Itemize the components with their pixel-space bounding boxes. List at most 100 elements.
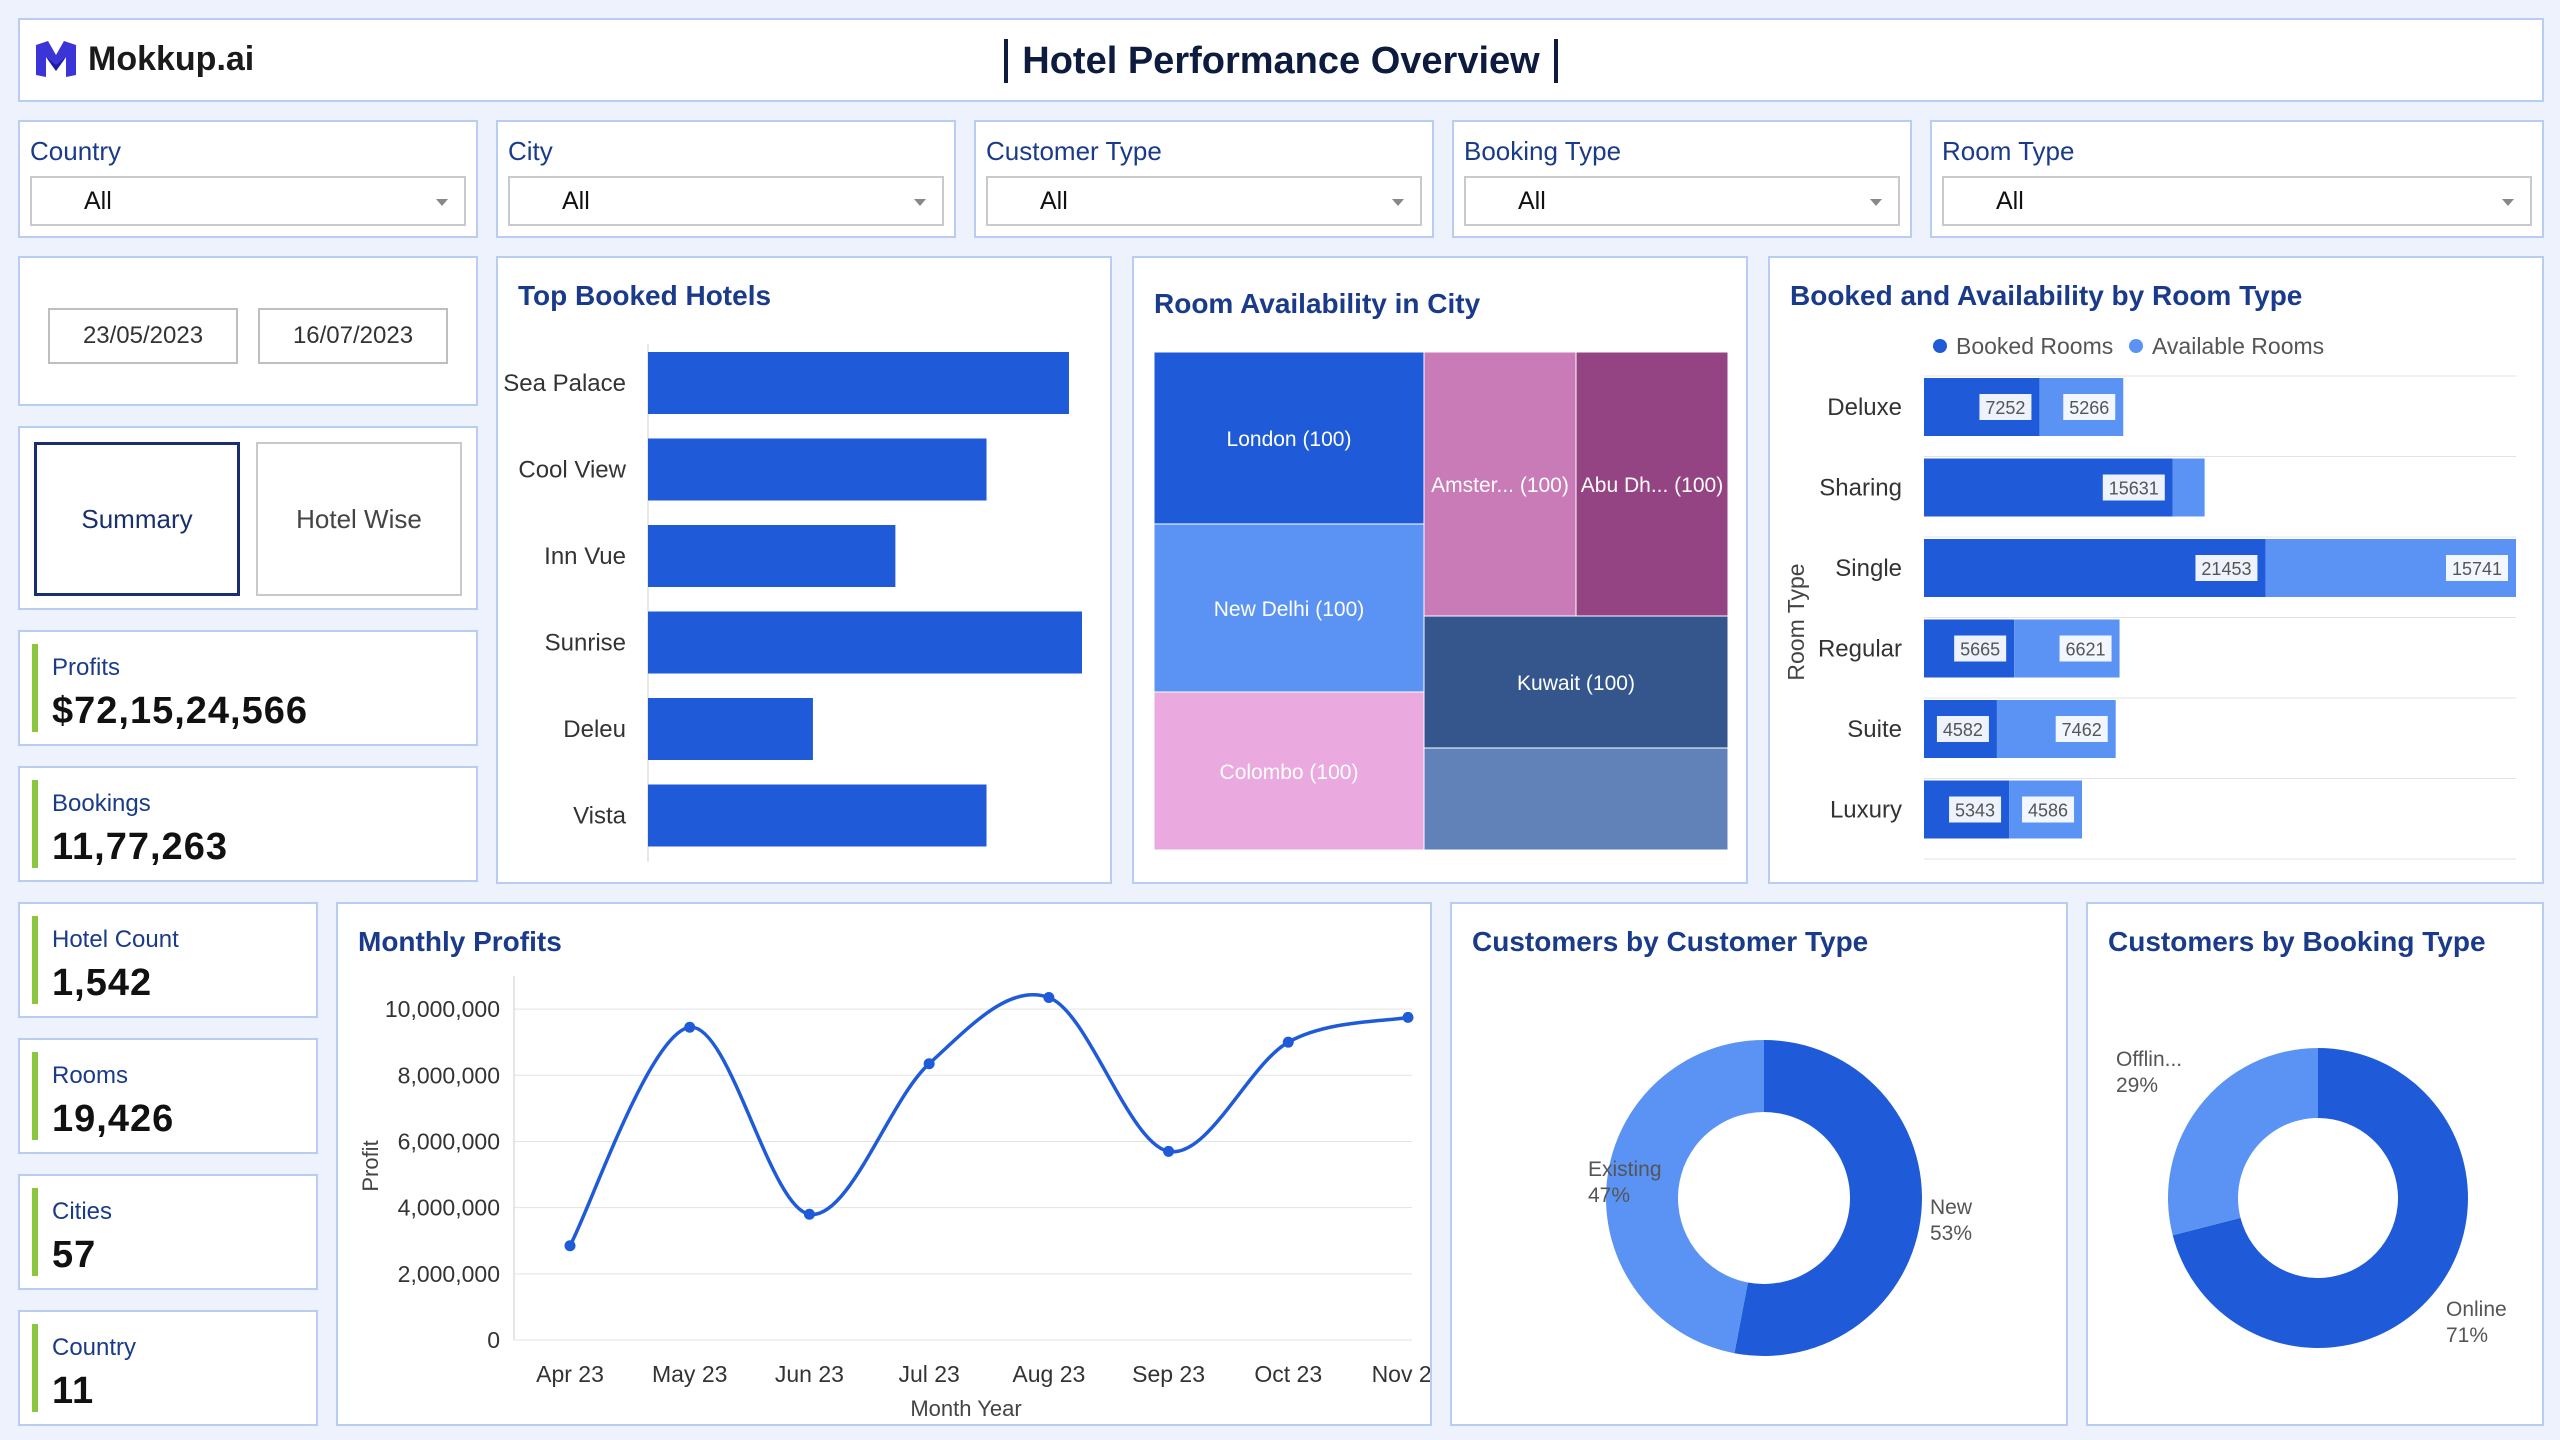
start-date-input[interactable]: 23/05/2023 bbox=[48, 308, 238, 364]
x-axis-title: Month Year bbox=[910, 1396, 1021, 1421]
slice-percent: 29% bbox=[2116, 1074, 2158, 1097]
data-label: 5266 bbox=[2069, 398, 2109, 418]
monthly-profits-chart: 0 2,000,000 4,000,000 6,000,000 8,000,000 10,… bbox=[358, 976, 1430, 1421]
kpi-bookings-card: Bookings 11,77,263 bbox=[18, 766, 478, 882]
treemap-cell bbox=[1153, 523, 1425, 693]
x-tick-label: Sep 23 bbox=[1132, 1361, 1205, 1387]
slice-percent: 71% bbox=[2446, 1324, 2488, 1347]
chevron-down-icon bbox=[914, 199, 926, 206]
slice-percent: 53% bbox=[1930, 1222, 1972, 1245]
customer-type-card: Customers by Customer Type New 53% Existin… bbox=[1450, 902, 2068, 1426]
filter-label: City bbox=[508, 136, 553, 166]
treemap-cell bbox=[1153, 691, 1425, 851]
treemap-label: Kuwait (100) bbox=[1517, 672, 1635, 695]
y-axis-title: Profit bbox=[358, 1140, 383, 1191]
treemap-label: New Delhi (100) bbox=[1214, 598, 1365, 621]
kpi-rooms-label: Rooms bbox=[52, 1062, 129, 1089]
title-divider-right bbox=[1553, 39, 1558, 83]
x-tick-label: Aug 23 bbox=[1012, 1361, 1085, 1387]
filter-label: Booking Type bbox=[1464, 136, 1622, 166]
treemap-label: London (100) bbox=[1227, 428, 1352, 451]
slice-label: New bbox=[1930, 1196, 1973, 1219]
legend-marker bbox=[1933, 339, 1947, 353]
kpi-accent-bar bbox=[32, 1188, 38, 1276]
kpi-hotel-count-card: Hotel Count 1,542 bbox=[18, 902, 318, 1018]
kpi-country-label: Country bbox=[52, 1334, 137, 1361]
date-range-panel: 23/05/2023 16/07/2023 bbox=[18, 256, 478, 406]
legend-label: Available Rooms bbox=[2152, 333, 2324, 359]
y-axis-title: Room Type bbox=[1783, 563, 1809, 680]
filter-dropdown[interactable]: All bbox=[986, 176, 1422, 226]
chart-title: Booked and Availability by Room Type bbox=[1790, 280, 2303, 311]
filter-dropdown[interactable]: All bbox=[30, 176, 466, 226]
filter-dropdown[interactable]: All bbox=[508, 176, 944, 226]
category-label: Deleu bbox=[563, 716, 626, 743]
chevron-down-icon bbox=[2502, 199, 2514, 206]
data-point bbox=[923, 1058, 935, 1070]
donut-slice-new bbox=[1734, 1040, 1922, 1356]
filter-selected-value: All bbox=[1996, 186, 2024, 215]
data-label: 15631 bbox=[2109, 479, 2159, 499]
data-label-bg bbox=[2059, 635, 2112, 662]
treemap-label: Abu Dh... (100) bbox=[1581, 474, 1723, 497]
y-tick-label: 8,000,000 bbox=[398, 1062, 500, 1088]
filter-dropdown[interactable]: All bbox=[1942, 176, 2532, 226]
hotel-wise-tab[interactable]: Hotel Wise bbox=[256, 442, 462, 596]
logo[interactable]: Mokkup.ai bbox=[18, 18, 254, 100]
mokkup-logo-icon bbox=[36, 41, 76, 77]
kpi-accent-bar bbox=[32, 644, 38, 732]
data-label-bg bbox=[2022, 796, 2075, 823]
kpi-hotel-count-value: 1,542 bbox=[52, 962, 153, 1004]
customer-type-donut: New 53% Existing 47% bbox=[1588, 1040, 1973, 1356]
slice-percent: 47% bbox=[1588, 1184, 1630, 1207]
filter-selected-value: All bbox=[84, 186, 112, 215]
data-label: 5343 bbox=[1955, 801, 1995, 821]
data-label-bg bbox=[1936, 716, 1989, 742]
filter-city: City All bbox=[496, 120, 956, 238]
dashboard-title: Hotel Performance Overview bbox=[20, 20, 2542, 102]
treemap-cell bbox=[1423, 351, 1577, 617]
kpi-rooms-card: Rooms 19,426 bbox=[18, 1038, 318, 1154]
chart-title: Top Booked Hotels bbox=[518, 280, 772, 311]
kpi-bookings-value: 11,77,263 bbox=[52, 826, 228, 868]
bar-cool-view bbox=[648, 438, 987, 501]
data-label: 7462 bbox=[2062, 720, 2102, 740]
filter-dropdown[interactable]: All bbox=[1464, 176, 1900, 226]
logo-text: Mokkup.ai bbox=[88, 39, 255, 78]
slice-label: Existing bbox=[1588, 1158, 1662, 1181]
x-tick-label: Apr 23 bbox=[536, 1361, 604, 1387]
kpi-cities-value: 57 bbox=[52, 1234, 97, 1276]
chevron-down-icon bbox=[436, 199, 448, 206]
treemap-cell bbox=[1423, 747, 1729, 851]
page-title: Hotel Performance Overview bbox=[1022, 39, 1540, 82]
bar-available bbox=[2172, 458, 2205, 517]
y-tick-label: 4,000,000 bbox=[398, 1195, 500, 1221]
kpi-cities-card: Cities 57 bbox=[18, 1174, 318, 1290]
x-tick-label: Jul 23 bbox=[898, 1361, 959, 1387]
kpi-profits-card: Profits $72,15,24,566 bbox=[18, 630, 478, 746]
slice-label: Offlin... bbox=[2116, 1048, 2182, 1071]
data-label: 15741 bbox=[2452, 559, 2502, 579]
view-tabs-panel: Summary Hotel Wise bbox=[18, 426, 478, 610]
filter-selected-value: All bbox=[1518, 186, 1546, 215]
x-tick-label: May 23 bbox=[652, 1361, 727, 1387]
summary-tab[interactable]: Summary bbox=[34, 442, 240, 596]
data-label-bg bbox=[1949, 796, 2002, 823]
data-point bbox=[564, 1240, 576, 1252]
kpi-cities-label: Cities bbox=[52, 1198, 113, 1225]
legend-label: Booked Rooms bbox=[1956, 333, 2113, 359]
end-date-input[interactable]: 16/07/2023 bbox=[258, 308, 448, 364]
filter-country: Country All bbox=[18, 120, 478, 238]
header-bar: Hotel Performance Overview bbox=[18, 18, 2544, 102]
treemap-cell bbox=[1575, 351, 1729, 617]
data-label-bg bbox=[2102, 474, 2165, 501]
data-label: 4586 bbox=[2028, 801, 2068, 821]
data-label: 7252 bbox=[1985, 398, 2025, 418]
data-label-bg bbox=[2055, 716, 2108, 742]
top-booked-hotels-chart: Sea Palace Cool View Inn Vue Sunrise Deleu Vi… bbox=[503, 344, 1082, 862]
treemap-cell bbox=[1153, 351, 1425, 525]
room-availability-card: Room Availability in City London (100) Ne… bbox=[1132, 256, 1748, 884]
filter-selected-value: All bbox=[1040, 186, 1068, 215]
chart-title: Customers by Booking Type bbox=[2108, 926, 2486, 957]
filter-label: Room Type bbox=[1942, 136, 2075, 166]
